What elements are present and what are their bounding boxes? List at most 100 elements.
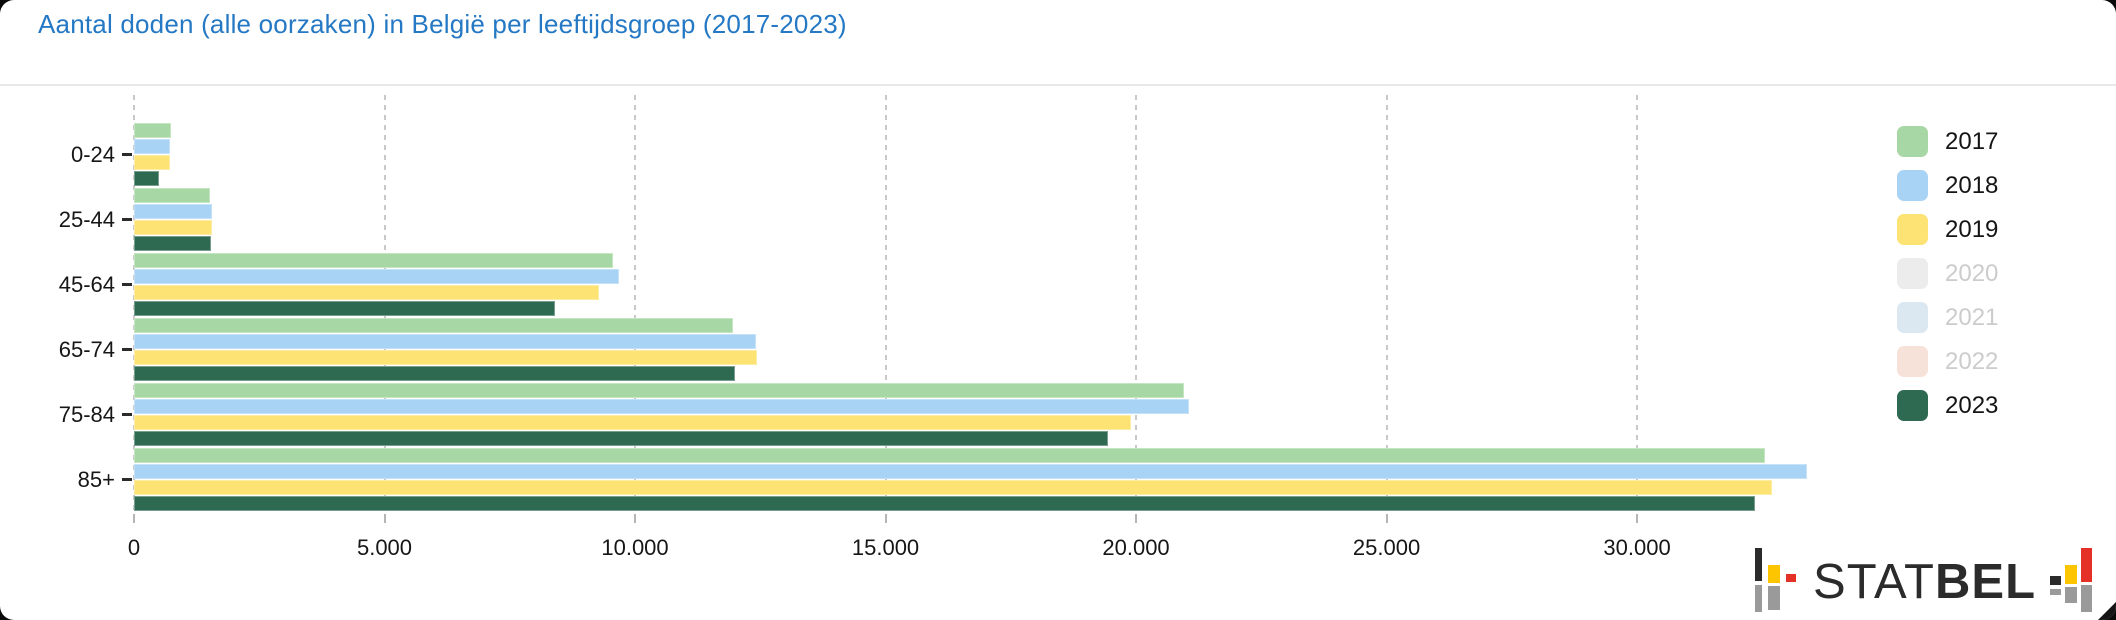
- legend-item-2018[interactable]: 2018: [1897, 170, 1998, 201]
- legend-item-2019[interactable]: 2019: [1897, 214, 1998, 245]
- legend-item-2020[interactable]: 2020: [1897, 258, 1998, 289]
- x-axis-tick: [1135, 514, 1138, 523]
- y-axis-label-row: 85+: [0, 448, 132, 511]
- legend-swatch-2019: [1897, 214, 1928, 245]
- y-axis-label-row: 0-24: [0, 123, 132, 186]
- bar-group-25-44: [134, 188, 1850, 251]
- bar-2018-45-64[interactable]: [134, 269, 620, 284]
- legend-label: 2017: [1945, 128, 1999, 155]
- bar-2023-85+[interactable]: [134, 496, 1755, 511]
- x-axis-tick: [634, 514, 637, 523]
- legend-label: 2023: [1945, 392, 1999, 419]
- legend-label: 2019: [1945, 216, 1999, 243]
- bar-2018-25-44[interactable]: [134, 204, 213, 219]
- legend-item-2022[interactable]: 2022: [1897, 346, 1998, 377]
- bar-2019-65-74[interactable]: [134, 350, 757, 365]
- legend-label: 2020: [1945, 260, 1999, 287]
- legend-swatch-2020: [1897, 258, 1928, 289]
- bar-group-75-84: [134, 383, 1850, 446]
- bar-2019-25-44[interactable]: [134, 220, 213, 235]
- bar-group-0-24: [134, 123, 1850, 186]
- x-axis-tick-label: 15.000: [851, 535, 920, 560]
- bar-2018-85+[interactable]: [134, 464, 1808, 479]
- y-axis-tick-dash: [122, 153, 132, 156]
- logo-text: STATBEL: [1813, 552, 2036, 612]
- y-axis-label: 25-44: [58, 206, 115, 232]
- bar-2019-0-24[interactable]: [134, 155, 171, 170]
- bar-2023-25-44[interactable]: [134, 236, 211, 251]
- gridline: [1135, 95, 1138, 511]
- y-axis-tick-dash: [122, 348, 132, 351]
- legend-swatch-2021: [1897, 302, 1928, 333]
- x-axis-tick: [133, 514, 135, 523]
- legend-item-2017[interactable]: 2017: [1897, 126, 1998, 157]
- bar-2019-45-64[interactable]: [134, 285, 599, 300]
- logo-text-stat: STAT: [1813, 555, 1935, 609]
- legend-swatch-2018: [1897, 170, 1928, 201]
- y-axis-label-row: 45-64: [0, 253, 132, 316]
- y-axis-tick-dash: [122, 413, 132, 416]
- plot-area: [133, 95, 1850, 511]
- y-axis-tick-dash: [122, 283, 132, 286]
- title-divider: [0, 84, 2116, 86]
- bar-2017-85+[interactable]: [134, 448, 1765, 463]
- x-axis: 0 5.000 10.000 15.000 20.000 25.000 30.000: [128, 511, 1850, 581]
- legend-item-2023[interactable]: 2023: [1897, 390, 1998, 421]
- bar-2023-75-84[interactable]: [134, 431, 1109, 446]
- y-axis-label: 75-84: [58, 401, 115, 427]
- bar-2018-65-74[interactable]: [134, 334, 757, 349]
- y-axis-label: 85+: [77, 466, 115, 492]
- legend: 2017 2018 2019 2020 2021 2022 2023: [1897, 126, 1998, 434]
- x-axis-tick: [1636, 514, 1639, 523]
- bar-2023-45-64[interactable]: [134, 301, 556, 316]
- bar-2023-0-24[interactable]: [134, 171, 159, 186]
- bar-2017-45-64[interactable]: [134, 253, 614, 268]
- bar-group-85+: [134, 448, 1850, 511]
- legend-label: 2021: [1945, 304, 1999, 331]
- legend-swatch-2017: [1897, 126, 1928, 157]
- bar-group-65-74: [134, 318, 1850, 381]
- legend-label: 2018: [1945, 172, 1999, 199]
- statbel-logo[interactable]: STATBEL: [1755, 544, 2094, 612]
- x-axis-tick-label: 10.000: [601, 535, 669, 560]
- gridline: [634, 95, 637, 511]
- x-axis-tick-label: 25.000: [1352, 535, 1421, 560]
- legend-label: 2022: [1945, 348, 1999, 375]
- bar-2017-75-84[interactable]: [134, 383, 1184, 398]
- y-axis-label-row: 25-44: [0, 188, 132, 251]
- logo-text-bel: BEL: [1935, 555, 2036, 609]
- bar-2017-65-74[interactable]: [134, 318, 733, 333]
- x-axis-tick-label: 5.000: [356, 535, 413, 560]
- x-axis-tick: [383, 514, 386, 523]
- logo-bars-right-icon: [2050, 548, 2094, 612]
- bar-2019-85+[interactable]: [134, 480, 1773, 495]
- x-axis-tick-label: 0: [127, 535, 141, 560]
- legend-item-2021[interactable]: 2021: [1897, 302, 1998, 333]
- y-axis-label-row: 75-84: [0, 383, 132, 446]
- y-axis-tick-dash: [122, 218, 132, 221]
- y-axis-label: 45-64: [58, 271, 115, 297]
- x-axis-tick-label: 30.000: [1603, 535, 1671, 560]
- legend-swatch-2022: [1897, 346, 1928, 377]
- x-axis-tick: [1385, 514, 1388, 523]
- legend-swatch-2023: [1897, 390, 1928, 421]
- resize-corner-handle[interactable]: [2098, 602, 2116, 620]
- gridline: [1385, 95, 1388, 511]
- gridline: [1636, 95, 1639, 511]
- x-axis-tick-label: 20.000: [1102, 535, 1170, 560]
- y-axis-label: 65-74: [58, 336, 115, 362]
- bar-2023-65-74[interactable]: [134, 366, 735, 381]
- logo-bars-left-icon: [1755, 548, 1799, 612]
- y-axis-label-row: 65-74: [0, 318, 132, 381]
- bar-2019-75-84[interactable]: [134, 415, 1132, 430]
- bar-2017-25-44[interactable]: [134, 188, 211, 203]
- y-axis-label: 0-24: [70, 141, 115, 167]
- y-axis-tick-dash: [122, 478, 132, 481]
- bar-2018-0-24[interactable]: [134, 139, 170, 154]
- gridline: [884, 95, 887, 511]
- chart-title: Aantal doden (alle oorzaken) in België p…: [38, 9, 847, 39]
- bar-2018-75-84[interactable]: [134, 399, 1189, 414]
- x-axis-tick: [884, 514, 887, 523]
- bar-2017-0-24[interactable]: [134, 123, 171, 138]
